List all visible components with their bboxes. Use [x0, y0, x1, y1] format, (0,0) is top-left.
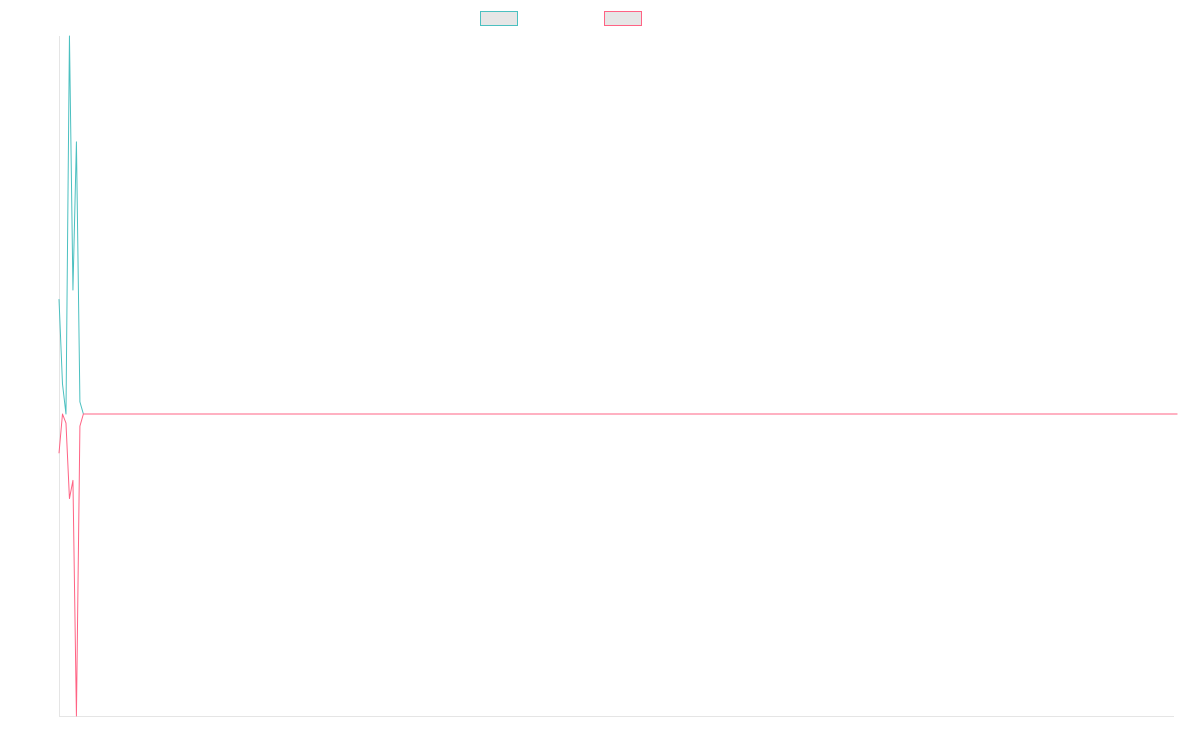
series-line-2 [58, 413, 1178, 717]
legend [0, 9, 1200, 27]
legend-swatch-series-2 [604, 10, 642, 26]
legend-item-series-1[interactable] [480, 9, 524, 27]
legend-item-series-2[interactable] [604, 9, 648, 27]
legend-swatch-series-1 [480, 10, 518, 26]
series-line-1 [58, 35, 1174, 415]
series-layer [58, 35, 1178, 717]
